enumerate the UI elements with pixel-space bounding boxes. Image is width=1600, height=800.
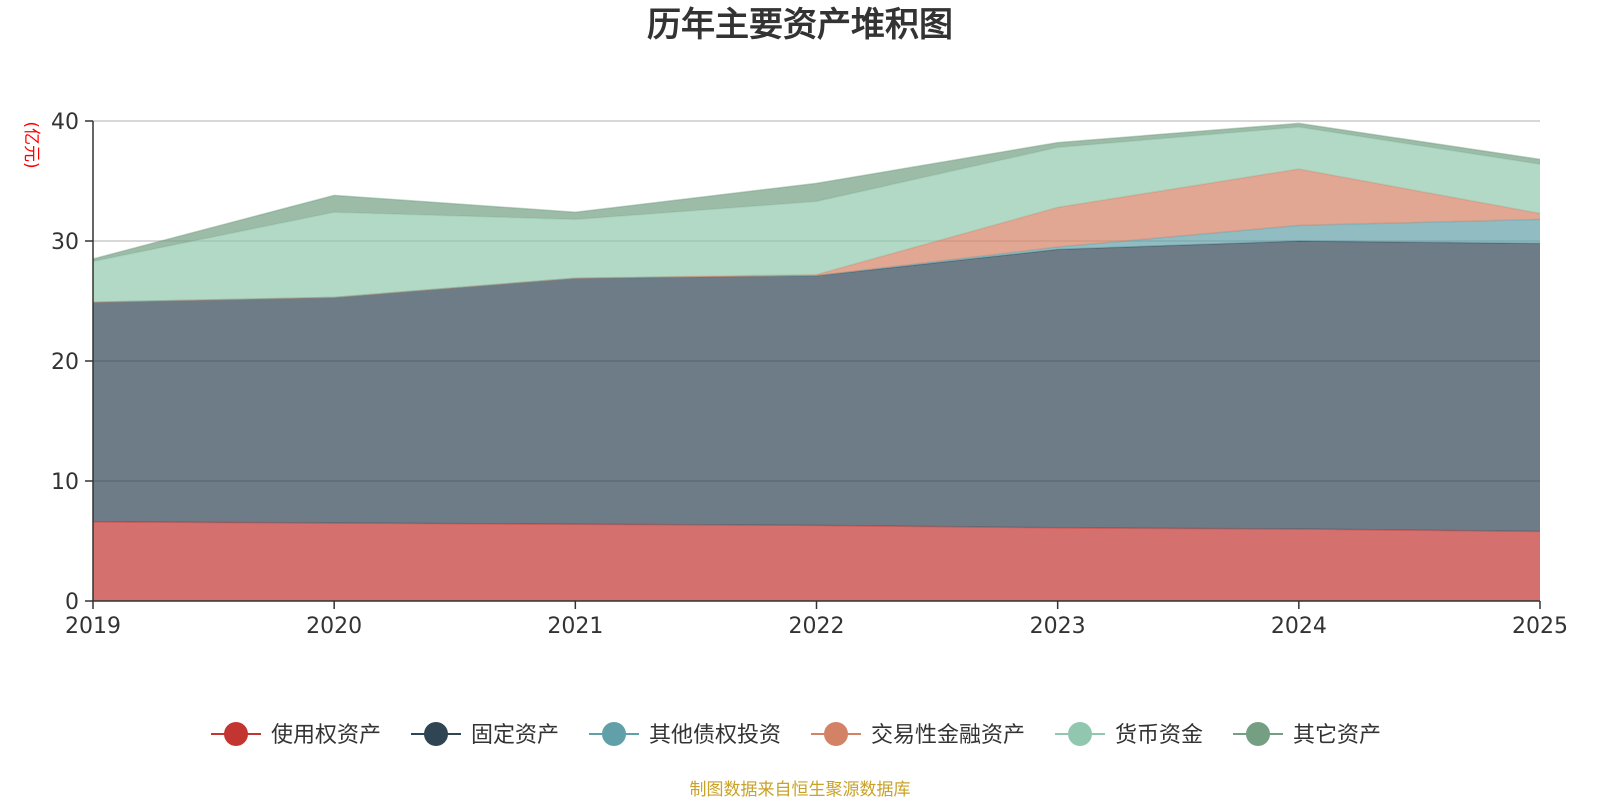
- y-tick-label: 20: [51, 350, 79, 375]
- legend-item: 固定资产: [411, 722, 559, 748]
- legend-circle-marker: [1246, 722, 1270, 746]
- area-series-5: [93, 127, 1540, 303]
- area-series-1: [93, 521, 1540, 601]
- legend-label: 交易性金融资产: [871, 723, 1025, 748]
- y-tick-label: 10: [51, 470, 79, 495]
- y-tick-label: 30: [51, 230, 79, 255]
- legend-label: 其它资产: [1293, 723, 1381, 748]
- legend-label: 使用权资产: [271, 723, 381, 748]
- legend-circle-marker: [1068, 722, 1092, 746]
- axes: 0 10 20 30 40 2019 2020 2021 2022 2023 2024 2025: [51, 110, 1568, 639]
- legend-circle-marker: [224, 722, 248, 746]
- area-series-2: [93, 241, 1540, 532]
- x-tick-label: 2024: [1271, 614, 1327, 639]
- legend-label: 其他债权投资: [649, 723, 781, 748]
- legend: 使用权资产 固定资产 其他债权投资 交易性金融资产 货币资金 其它资产: [211, 722, 1381, 748]
- legend-circle-marker: [824, 722, 848, 746]
- legend-circle-marker: [424, 722, 448, 746]
- legend-label: 货币资金: [1115, 723, 1203, 748]
- legend-item: 货币资金: [1055, 722, 1203, 748]
- chart-title: 历年主要资产堆积图: [647, 5, 953, 45]
- legend-circle-marker: [602, 722, 626, 746]
- x-tick-label: 2019: [65, 614, 121, 639]
- x-tick-label: 2022: [789, 614, 845, 639]
- legend-label: 固定资产: [471, 723, 559, 748]
- y-axis-unit-label: (亿元): [21, 121, 41, 168]
- area-series-group: [92, 122, 1541, 601]
- area-series-4: [93, 169, 1540, 303]
- y-tick-label: 40: [51, 110, 79, 135]
- legend-item: 使用权资产: [211, 722, 381, 748]
- data-source-note: 制图数据来自恒生聚源数据库: [690, 780, 911, 800]
- x-tick-label: 2021: [547, 614, 603, 639]
- area-series-6: [93, 123, 1540, 262]
- legend-item: 交易性金融资产: [811, 722, 1025, 748]
- x-tick-label: 2023: [1030, 614, 1086, 639]
- y-tick-label: 0: [65, 590, 79, 615]
- x-tick-label: 2020: [306, 614, 362, 639]
- legend-item: 其它资产: [1233, 722, 1381, 748]
- area-series-edge: [92, 122, 1541, 260]
- x-tick-label: 2025: [1512, 614, 1568, 639]
- area-series-3: [93, 219, 1540, 303]
- legend-item: 其他债权投资: [589, 722, 781, 748]
